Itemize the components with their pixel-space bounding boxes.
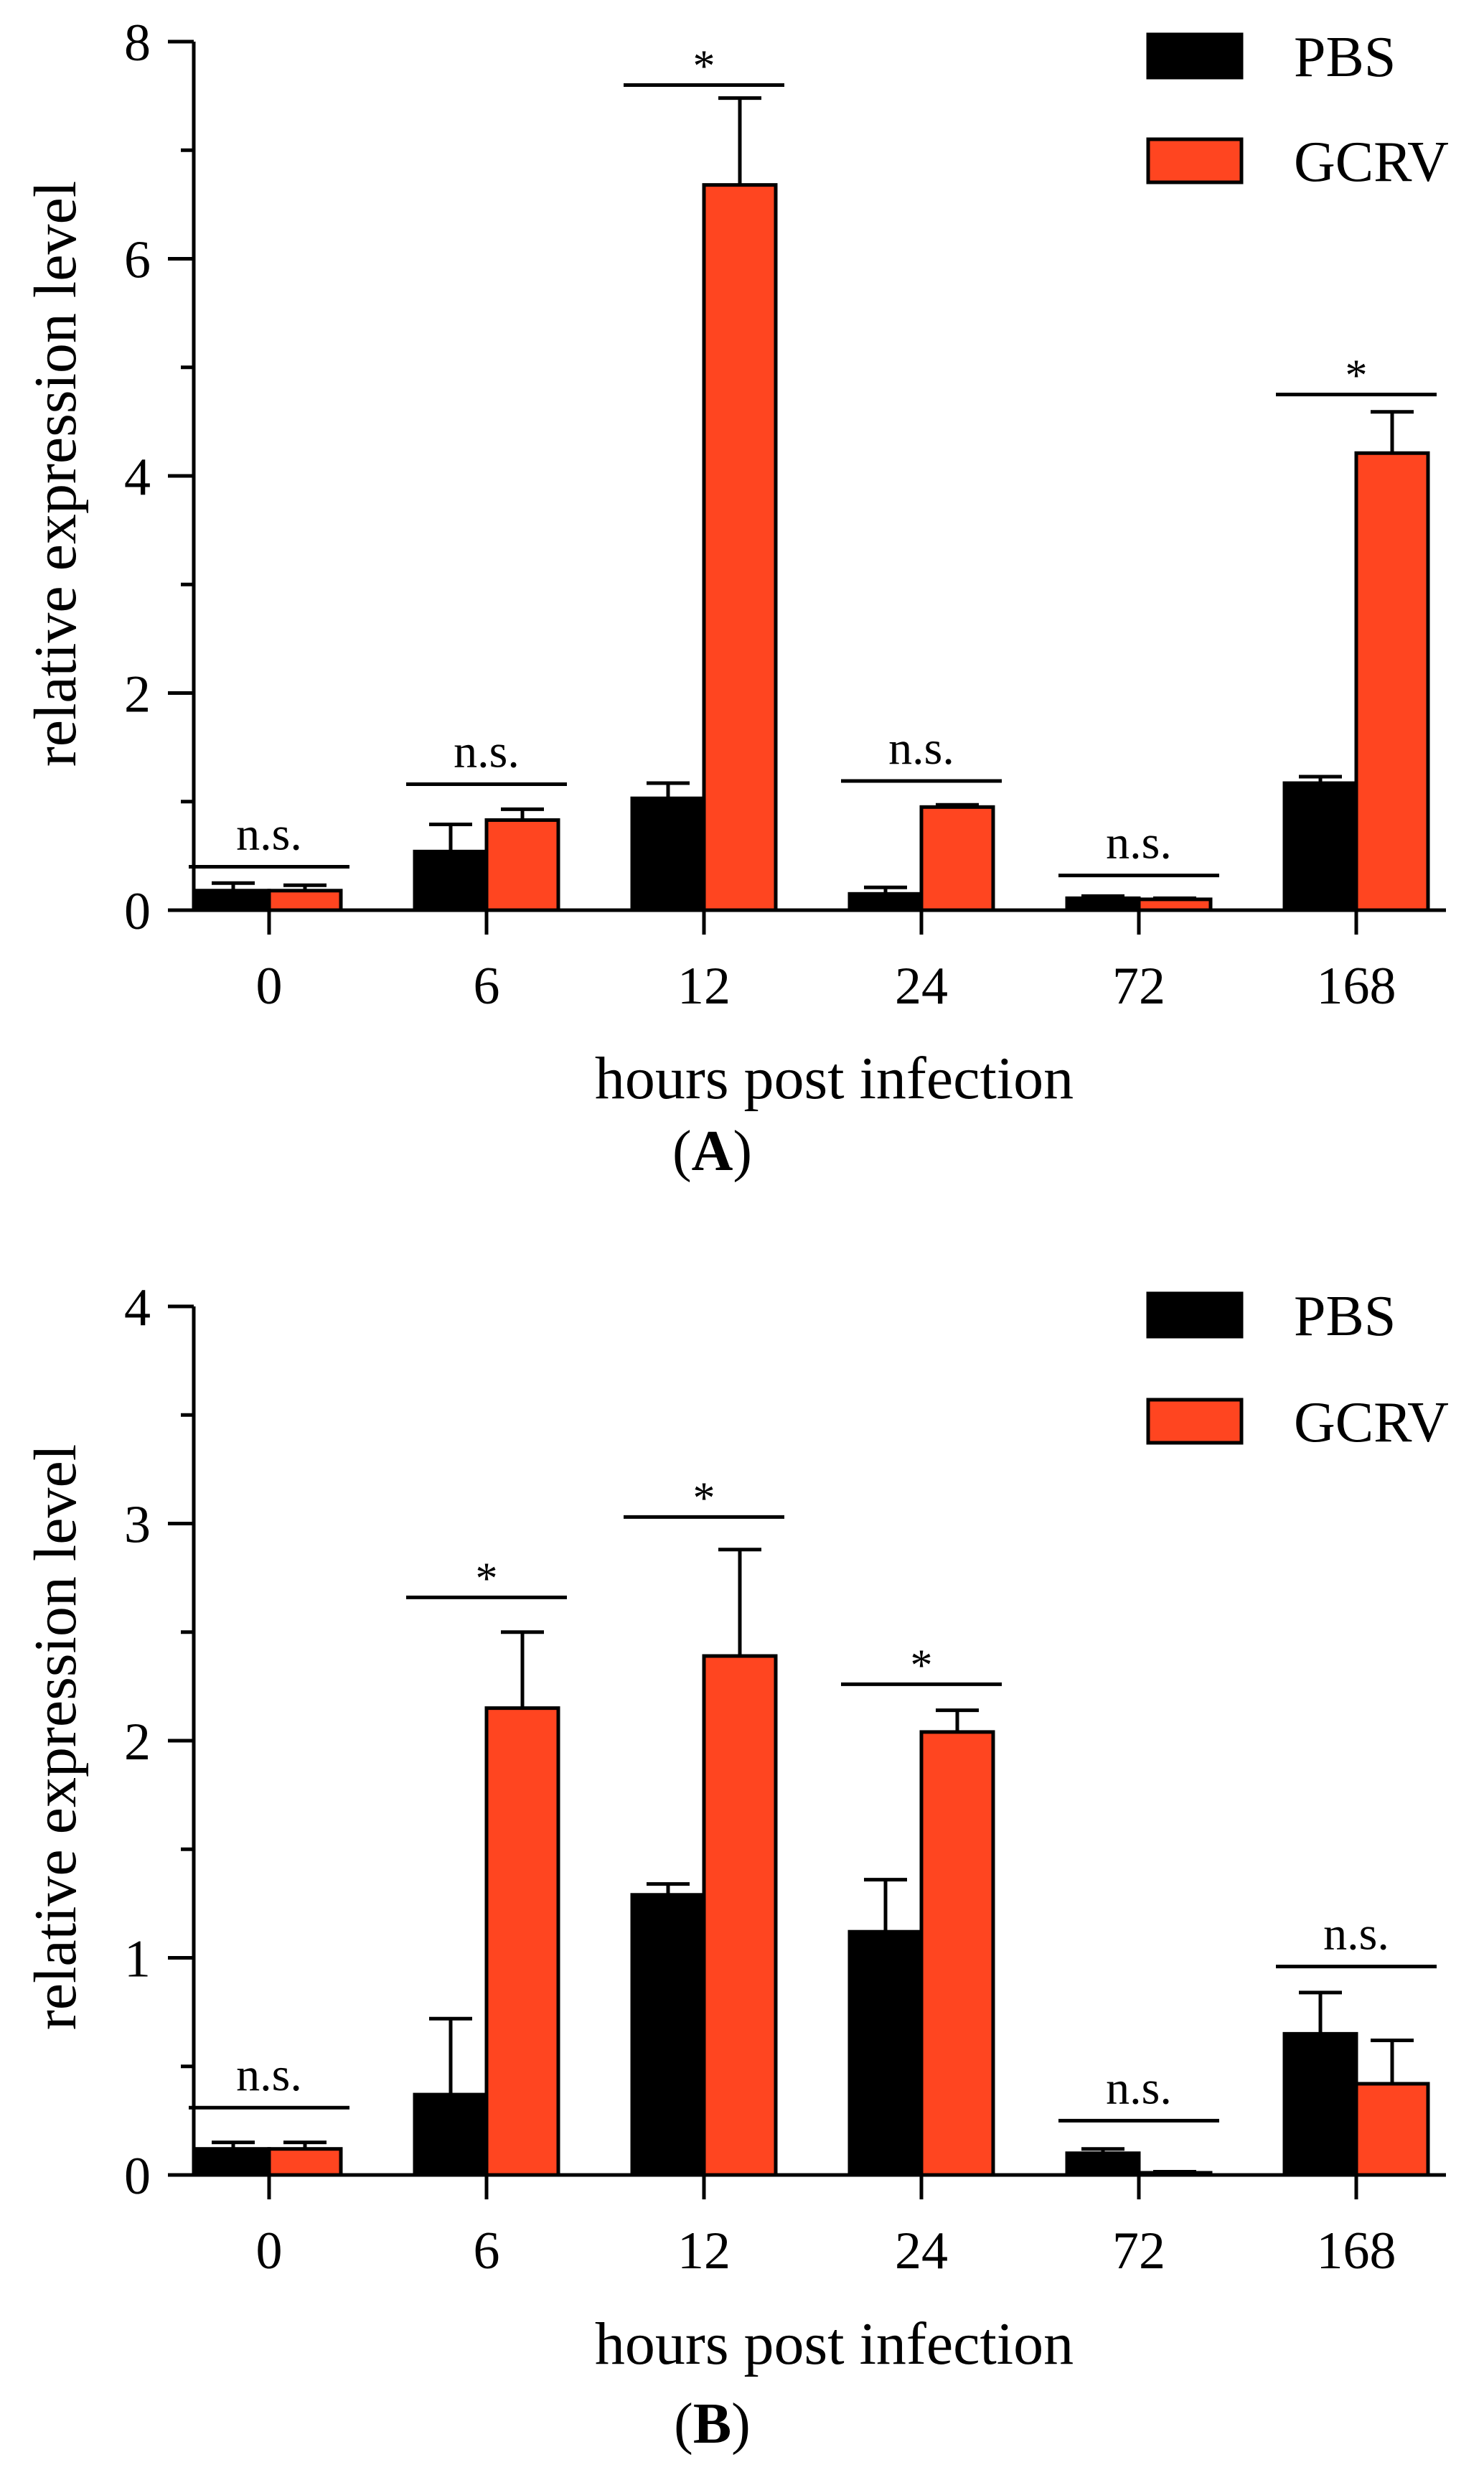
bar-gcrv (1354, 451, 1430, 912)
bar-gcrv (1137, 897, 1213, 912)
bar-gcrv (702, 183, 778, 912)
legend: PBS GCRV (1146, 26, 1449, 194)
legend-swatch-pbs (1146, 32, 1244, 80)
bar-pbs (630, 1893, 706, 2177)
x-tick-label: 72 (1112, 957, 1165, 1016)
bar-pbs (1065, 896, 1141, 912)
x-tick-label: 24 (895, 2222, 948, 2280)
x-axis-title: hours post infection (595, 2311, 1074, 2377)
legend-label-pbs: PBS (1294, 1285, 1396, 1348)
y-tick-label: 3 (124, 1496, 151, 1555)
legend-label-pbs: PBS (1294, 26, 1396, 89)
significance-label: n.s. (1106, 2062, 1172, 2114)
y-tick-label: 8 (124, 14, 151, 72)
legend-swatch-gcrv (1146, 1398, 1244, 1445)
bar-pbs (195, 889, 271, 912)
x-tick-label: 12 (677, 957, 731, 1016)
significance-label: n.s. (888, 722, 954, 775)
x-tick-label: 24 (895, 957, 948, 1016)
legend-label-gcrv: GCRV (1294, 131, 1449, 194)
significance-label: n.s. (1106, 817, 1172, 869)
bar-pbs (1065, 2151, 1141, 2177)
bar-gcrv (484, 1706, 560, 2177)
significance-star: * (476, 1554, 498, 1603)
bar-gcrv (267, 2147, 343, 2177)
x-tick-label: 6 (474, 2222, 500, 2280)
significance-star: * (693, 42, 715, 91)
y-tick-label: 4 (124, 448, 151, 507)
bar-pbs (195, 2147, 271, 2177)
y-tick-label: 2 (124, 1713, 151, 1772)
panel-label-close-paren: ) (731, 2392, 751, 2456)
bar-gcrv (267, 889, 343, 912)
y-tick-label: 6 (124, 231, 151, 290)
bar-gcrv (919, 805, 995, 912)
x-tick-label: 12 (677, 2222, 731, 2280)
panel-label-open-paren: ( (672, 1120, 692, 1183)
bar-pbs (630, 796, 706, 912)
bar-pbs (413, 849, 489, 912)
x-tick-label: 168 (1317, 2222, 1396, 2280)
bar-pbs (1282, 2031, 1358, 2177)
bar-pbs (847, 892, 924, 912)
panel-label-close-paren: ) (733, 1120, 752, 1183)
panel-label: (A) (672, 1120, 752, 1183)
x-tick-label: 6 (474, 957, 500, 1016)
y-tick-label: 2 (124, 665, 151, 724)
y-axis-title: relative expression level (22, 1444, 89, 2030)
significance-label: n.s. (454, 726, 520, 778)
significance-label: n.s. (1323, 1908, 1389, 1960)
bar-gcrv (1137, 2171, 1213, 2177)
significance-star: * (693, 1474, 715, 1522)
y-tick-label: 0 (124, 882, 151, 941)
bar-pbs (847, 1929, 924, 2177)
bar-gcrv (919, 1730, 995, 2177)
x-axis-title: hours post infection (595, 1045, 1074, 1112)
panel-label-letter: A (692, 1120, 733, 1183)
y-axis-title: relative expression level (22, 181, 89, 767)
y-tick-label: 1 (124, 1930, 151, 1989)
y-tick-label: 0 (124, 2147, 151, 2206)
bar-gcrv (1354, 2082, 1430, 2177)
panel-label-open-paren: ( (674, 2392, 693, 2456)
x-tick-label: 168 (1317, 957, 1396, 1016)
bar-gcrv (702, 1654, 778, 2177)
x-tick-label: 0 (256, 2222, 283, 2280)
legend-swatch-pbs (1146, 1291, 1244, 1339)
x-tick-label: 0 (256, 957, 283, 1016)
legend: PBS GCRV (1146, 1285, 1449, 1454)
significance-label: n.s. (236, 808, 302, 861)
significance-label: n.s. (236, 2049, 302, 2101)
y-tick-label: 4 (124, 1278, 151, 1337)
x-tick-label: 72 (1112, 2222, 1165, 2280)
legend-swatch-gcrv (1146, 137, 1244, 184)
bar-pbs (1282, 781, 1358, 912)
bar-gcrv (484, 818, 560, 912)
bar-pbs (413, 2092, 489, 2177)
significance-star: * (1346, 352, 1368, 401)
panel-label: (B) (674, 2392, 751, 2456)
significance-star: * (911, 1641, 933, 1690)
legend-label-gcrv: GCRV (1294, 1391, 1449, 1454)
panel-label-letter: B (693, 2392, 731, 2456)
